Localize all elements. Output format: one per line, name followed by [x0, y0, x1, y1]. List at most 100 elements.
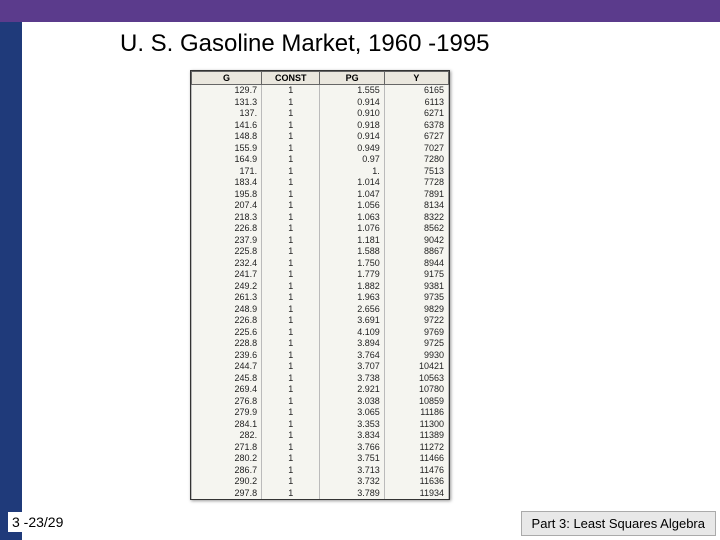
table-row: 225.811.5888867: [192, 246, 449, 258]
table-cell: 9829: [384, 304, 448, 316]
table-cell: 9725: [384, 338, 448, 350]
table-cell: 0.949: [320, 143, 384, 155]
table-cell: 6727: [384, 131, 448, 143]
table-cell: 1: [262, 223, 320, 235]
table-cell: 237.9: [192, 235, 262, 247]
column-header: G: [192, 72, 262, 85]
table-cell: 9735: [384, 292, 448, 304]
table-row: 141.610.9186378: [192, 120, 449, 132]
table-row: 244.713.70710421: [192, 361, 449, 373]
table-cell: 1: [262, 200, 320, 212]
table-cell: 225.6: [192, 327, 262, 339]
table-row: 129.711.5556165: [192, 85, 449, 97]
table-row: 155.910.9497027: [192, 143, 449, 155]
table-cell: 3.764: [320, 350, 384, 362]
table-row: 269.412.92110780: [192, 384, 449, 396]
table-cell: 7027: [384, 143, 448, 155]
table-cell: 1: [262, 166, 320, 178]
table-cell: 0.910: [320, 108, 384, 120]
table-cell: 3.713: [320, 465, 384, 477]
table-cell: 1.882: [320, 281, 384, 293]
table-cell: 3.894: [320, 338, 384, 350]
table-cell: 141.6: [192, 120, 262, 132]
table-cell: 3.691: [320, 315, 384, 327]
table-cell: 9042: [384, 235, 448, 247]
table-cell: 1: [262, 419, 320, 431]
table-row: 137.10.9106271: [192, 108, 449, 120]
table-cell: 1.: [320, 166, 384, 178]
table-cell: 8867: [384, 246, 448, 258]
table-cell: 1.047: [320, 189, 384, 201]
table-cell: 1: [262, 373, 320, 385]
table-cell: 249.2: [192, 281, 262, 293]
table-row: 271.813.76611272: [192, 442, 449, 454]
table-cell: 1: [262, 304, 320, 316]
table-row: 232.411.7508944: [192, 258, 449, 270]
table-cell: 0.97: [320, 154, 384, 166]
table-row: 279.913.06511186: [192, 407, 449, 419]
table-cell: 11934: [384, 488, 448, 500]
table-cell: 3.751: [320, 453, 384, 465]
table-cell: 3.789: [320, 488, 384, 500]
table-cell: 7728: [384, 177, 448, 189]
table-cell: 6165: [384, 85, 448, 97]
table-cell: 1.555: [320, 85, 384, 97]
left-accent-bar: [0, 0, 22, 540]
table-row: 245.813.73810563: [192, 373, 449, 385]
table-cell: 11186: [384, 407, 448, 419]
table-cell: 261.3: [192, 292, 262, 304]
table-row: 226.811.0768562: [192, 223, 449, 235]
section-label: Part 3: Least Squares Algebra: [521, 511, 716, 536]
table-row: 218.311.0638322: [192, 212, 449, 224]
table-cell: 129.7: [192, 85, 262, 97]
table-cell: 183.4: [192, 177, 262, 189]
table-cell: 137.: [192, 108, 262, 120]
table-row: 171.11.7513: [192, 166, 449, 178]
table-cell: 241.7: [192, 269, 262, 281]
table-cell: 11272: [384, 442, 448, 454]
table-cell: 2.656: [320, 304, 384, 316]
table-cell: 225.8: [192, 246, 262, 258]
table-cell: 7891: [384, 189, 448, 201]
table-cell: 207.4: [192, 200, 262, 212]
table-cell: 10563: [384, 373, 448, 385]
table-cell: 3.038: [320, 396, 384, 408]
table-cell: 1: [262, 281, 320, 293]
table-cell: 10421: [384, 361, 448, 373]
table-cell: 284.1: [192, 419, 262, 431]
table-cell: 195.8: [192, 189, 262, 201]
table-cell: 3.353: [320, 419, 384, 431]
column-header: Y: [384, 72, 448, 85]
table-cell: 1: [262, 488, 320, 500]
table-cell: 155.9: [192, 143, 262, 155]
table-cell: 0.914: [320, 97, 384, 109]
table-cell: 239.6: [192, 350, 262, 362]
table-cell: 164.9: [192, 154, 262, 166]
data-table-container: GCONSTPGY 129.711.5556165131.310.9146113…: [190, 70, 450, 500]
table-cell: 1: [262, 131, 320, 143]
table-row: 290.213.73211636: [192, 476, 449, 488]
table-cell: 271.8: [192, 442, 262, 454]
table-cell: 3.738: [320, 373, 384, 385]
table-cell: 131.3: [192, 97, 262, 109]
table-cell: 9722: [384, 315, 448, 327]
table-cell: 1: [262, 396, 320, 408]
table-cell: 1: [262, 154, 320, 166]
table-cell: 3.834: [320, 430, 384, 442]
table-cell: 11466: [384, 453, 448, 465]
table-cell: 1: [262, 442, 320, 454]
table-cell: 1.076: [320, 223, 384, 235]
slide-number: 3 -23/29: [8, 512, 67, 532]
table-cell: 1: [262, 108, 320, 120]
table-cell: 1: [262, 361, 320, 373]
table-cell: 1: [262, 246, 320, 258]
table-cell: 8134: [384, 200, 448, 212]
table-cell: 1: [262, 235, 320, 247]
table-row: 207.411.0568134: [192, 200, 449, 212]
table-cell: 171.: [192, 166, 262, 178]
table-cell: 2.921: [320, 384, 384, 396]
table-cell: 218.3: [192, 212, 262, 224]
table-cell: 1: [262, 212, 320, 224]
table-cell: 148.8: [192, 131, 262, 143]
table-cell: 245.8: [192, 373, 262, 385]
